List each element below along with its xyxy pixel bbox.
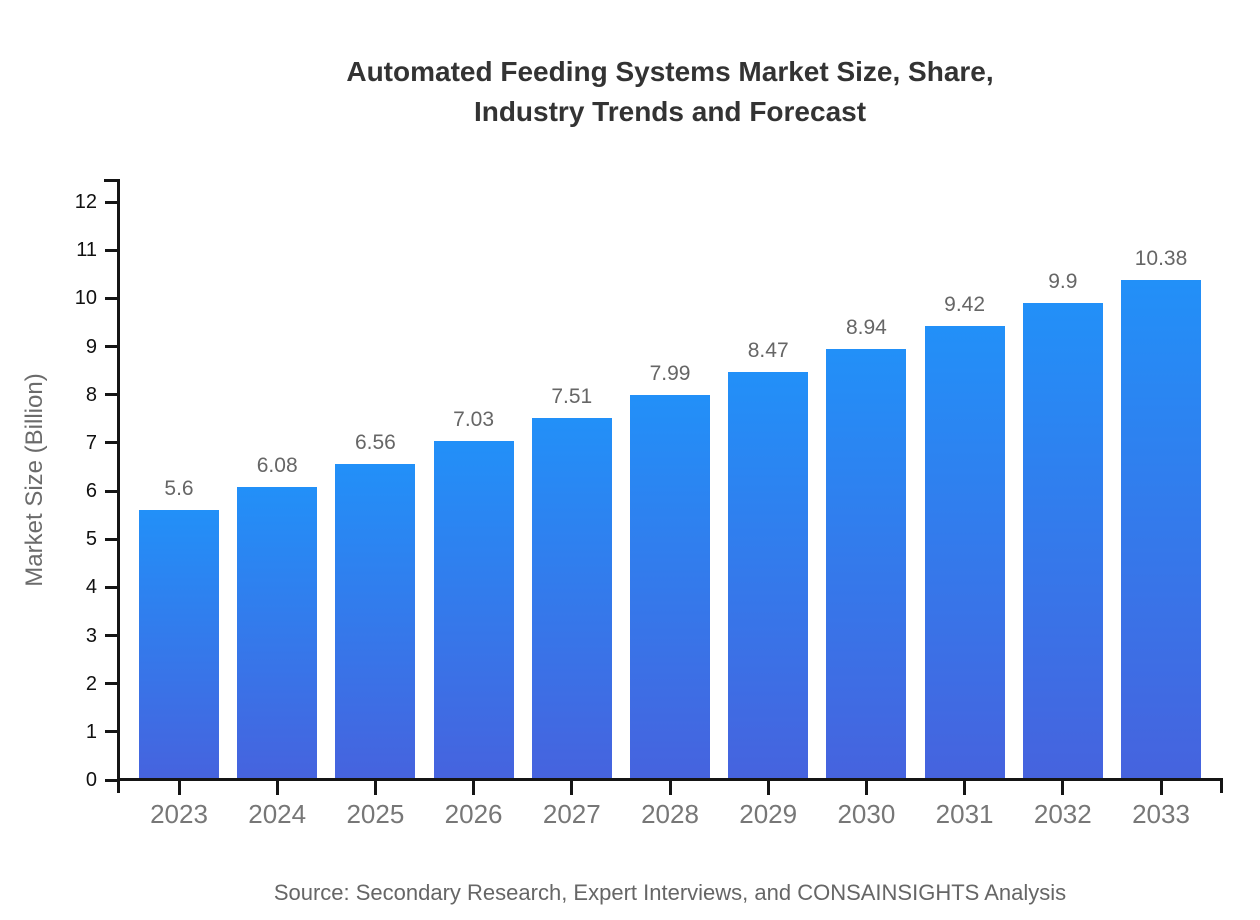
- y-tick-label: 6: [85, 480, 97, 502]
- bar-2032: [1022, 303, 1103, 779]
- y-tick: [105, 441, 119, 445]
- y-tick-label: 7: [85, 431, 97, 454]
- x-tick-label: 2030: [837, 799, 896, 829]
- y-tick: [105, 585, 119, 589]
- x-tick-label: 2025: [346, 799, 405, 829]
- x-tick: [373, 781, 377, 795]
- y-tick: [105, 537, 119, 541]
- bar-value-label: 6.56: [354, 431, 396, 455]
- x-axis-right-cap: [1220, 778, 1223, 793]
- y-tick: [105, 345, 119, 348]
- bar-value-label: 7.03: [453, 408, 495, 432]
- bar-value-label: 8.94: [845, 316, 887, 340]
- x-tick-label: 2031: [935, 799, 994, 829]
- x-tick-label: 2029: [739, 799, 798, 829]
- y-tick-label: 3: [85, 624, 97, 647]
- chart-title: Automated Feeding Systems Market Size, S…: [118, 52, 1222, 132]
- x-axis-line: [117, 778, 1223, 781]
- x-tick-label: 2032: [1033, 799, 1092, 829]
- x-tick: [472, 781, 476, 795]
- bar-value-label: 8.47: [747, 339, 789, 363]
- bar-value-label: 9.42: [944, 293, 986, 317]
- y-tick: [105, 393, 119, 397]
- y-tick-label: 11: [76, 239, 97, 262]
- y-tick-label: 4: [85, 576, 97, 599]
- y-tick: [105, 489, 119, 493]
- bar-2027: [531, 418, 612, 779]
- bar-2024: [237, 487, 318, 779]
- y-tick: [105, 248, 119, 252]
- bar-2023: [139, 510, 219, 779]
- x-tick: [1061, 781, 1065, 795]
- y-tick: [105, 682, 119, 686]
- y-tick-label: 1: [85, 720, 97, 743]
- y-tick-label: 12: [74, 191, 97, 213]
- bar-2025: [335, 464, 416, 779]
- x-tick-label: 2023: [150, 799, 208, 829]
- bar-2029: [728, 372, 809, 779]
- x-tick-label: 2033: [1132, 799, 1190, 829]
- bar-2031: [924, 326, 1005, 779]
- bar-2028: [630, 395, 710, 779]
- y-tick: [105, 778, 119, 782]
- bar-value-label: 9.9: [1048, 270, 1078, 294]
- y-tick-label: 0: [85, 769, 97, 791]
- y-tick-label: 5: [85, 528, 97, 551]
- x-tick-label: 2026: [444, 799, 503, 829]
- bar-value-label: 5.6: [164, 477, 194, 501]
- x-tick: [570, 781, 574, 795]
- y-tick-label: 8: [85, 383, 97, 406]
- y-axis-line: [117, 179, 120, 793]
- y-tick: [105, 296, 119, 300]
- y-tick: [105, 730, 119, 734]
- x-tick-label: 2028: [641, 799, 699, 829]
- x-tick: [177, 781, 181, 795]
- chart-title-line1: Automated Feeding Systems Market Size, S…: [346, 56, 994, 87]
- x-tick: [668, 781, 672, 795]
- x-tick-label: 2024: [248, 799, 307, 829]
- bar-2026: [433, 441, 514, 779]
- x-tick: [275, 781, 279, 795]
- bar-value-label: 6.08: [256, 454, 298, 478]
- bar-2033: [1121, 280, 1201, 779]
- x-tick: [766, 781, 770, 795]
- y-tick: [105, 200, 119, 204]
- y-axis-top-cap: [104, 179, 120, 182]
- y-tick-label: 2: [85, 672, 97, 695]
- bar-value-label: 7.99: [649, 362, 691, 386]
- y-tick-label: 10: [74, 287, 97, 310]
- source-line: Source: Secondary Research, Expert Inter…: [273, 880, 1067, 905]
- bar-value-label: 7.51: [551, 385, 593, 409]
- bar-value-label: 10.38: [1134, 247, 1188, 271]
- x-tick: [1159, 781, 1163, 795]
- x-tick: [864, 781, 868, 795]
- chart-title-line2: Industry Trends and Forecast: [473, 96, 867, 127]
- bar-2030: [826, 349, 907, 779]
- x-tick-label: 2027: [542, 799, 601, 829]
- y-tick-label: 9: [85, 335, 97, 358]
- x-tick: [963, 781, 967, 795]
- y-tick: [105, 634, 119, 637]
